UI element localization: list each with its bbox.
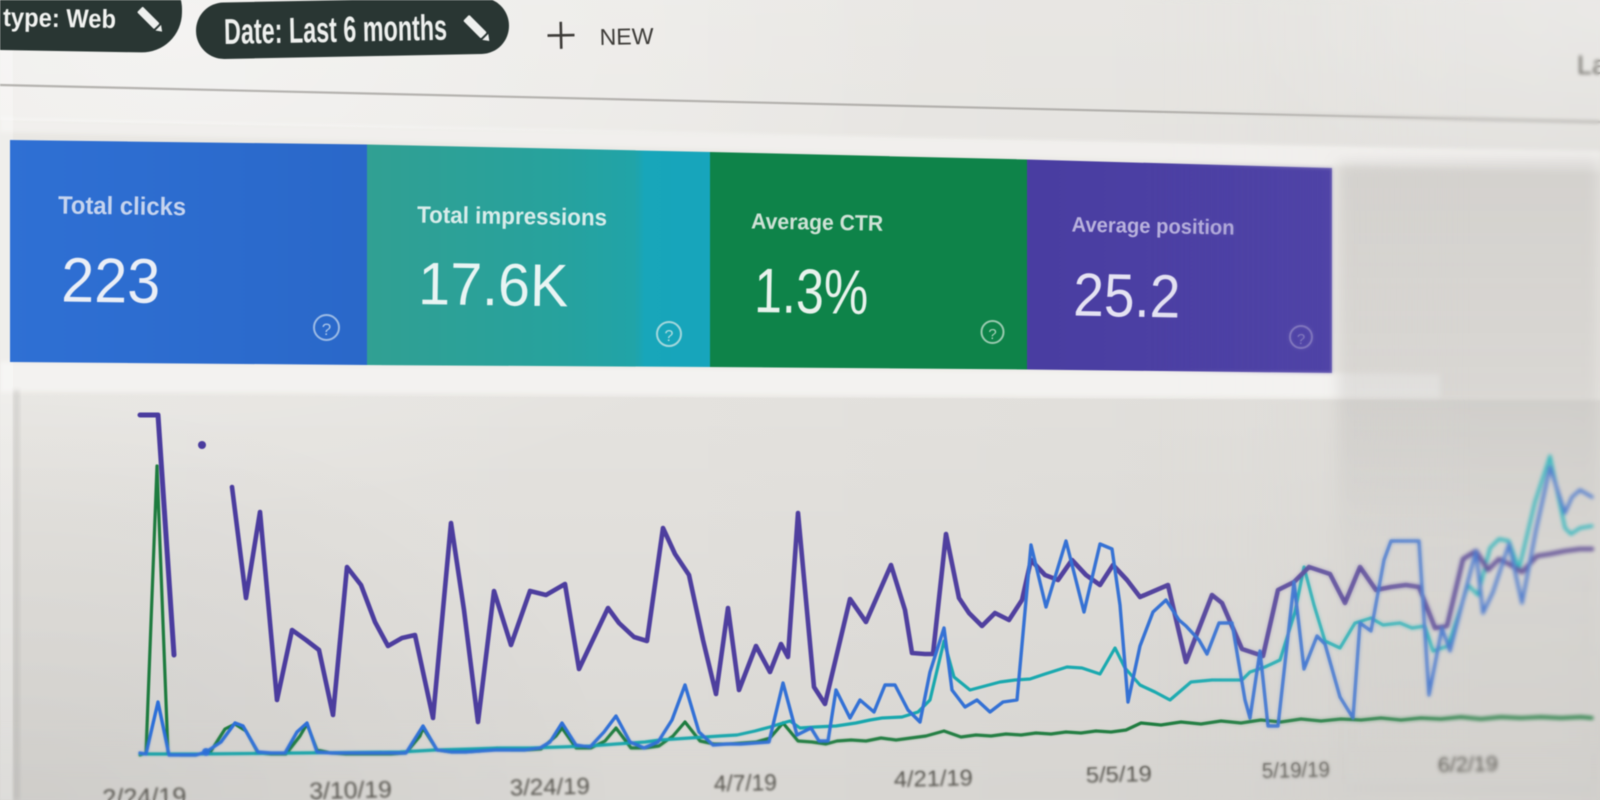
svg-text:Total clicks: Total clicks <box>58 192 186 222</box>
svg-text:?: ? <box>322 320 331 339</box>
svg-text:223: 223 <box>61 246 161 317</box>
svg-text:type: Web: type: Web <box>3 2 117 34</box>
svg-text:Average CTR: Average CTR <box>751 209 884 236</box>
svg-text:?: ? <box>665 328 674 345</box>
svg-text:Total impressions: Total impressions <box>417 202 607 231</box>
svg-text:NEW: NEW <box>599 23 654 50</box>
svg-text:17.6K: 17.6K <box>418 250 569 319</box>
svg-text:?: ? <box>988 326 996 343</box>
svg-text:1.3%: 1.3% <box>754 256 869 328</box>
svg-text:Date: Last 6 months: Date: Last 6 months <box>224 7 448 52</box>
